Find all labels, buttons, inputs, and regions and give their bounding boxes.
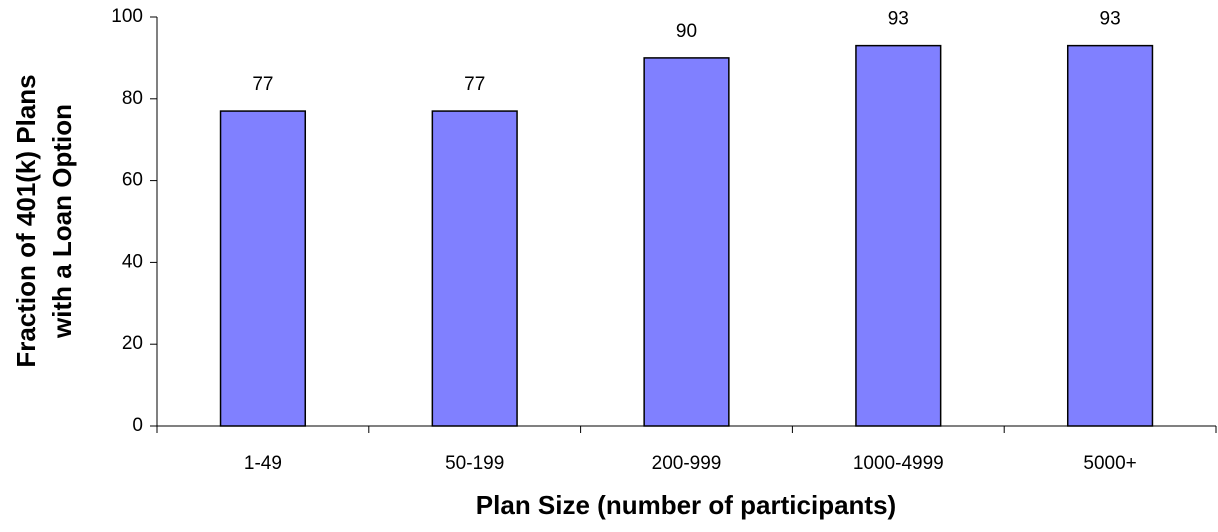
x-tick-label: 50-199	[445, 453, 504, 474]
y-axis-title: Fraction of 401(k) Plans	[11, 74, 41, 367]
y-axis-title: with a Loan Option	[47, 104, 77, 339]
bar	[855, 44, 942, 427]
bar	[219, 110, 307, 427]
bar	[1066, 44, 1154, 427]
x-tick-label: 200-999	[652, 453, 722, 474]
y-tick-label: 20	[122, 333, 143, 354]
y-tick-label: 100	[111, 6, 143, 27]
bar	[643, 57, 730, 427]
y-tick-label: 40	[122, 251, 143, 272]
value-label: 93	[1100, 9, 1121, 30]
bar	[431, 110, 518, 427]
x-tick-label: 1-49	[244, 453, 282, 474]
value-label: 77	[464, 74, 485, 95]
x-tick-label: 5000+	[1083, 453, 1136, 474]
value-label: 90	[676, 21, 697, 42]
y-tick-label: 0	[132, 415, 143, 436]
value-label: 93	[888, 9, 909, 30]
x-tick-label: 1000-4999	[853, 453, 944, 474]
value-label: 77	[252, 74, 273, 95]
x-axis-title: Plan Size (number of participants)	[476, 490, 896, 520]
y-tick-label: 80	[122, 88, 143, 109]
y-tick-label: 60	[122, 170, 143, 191]
